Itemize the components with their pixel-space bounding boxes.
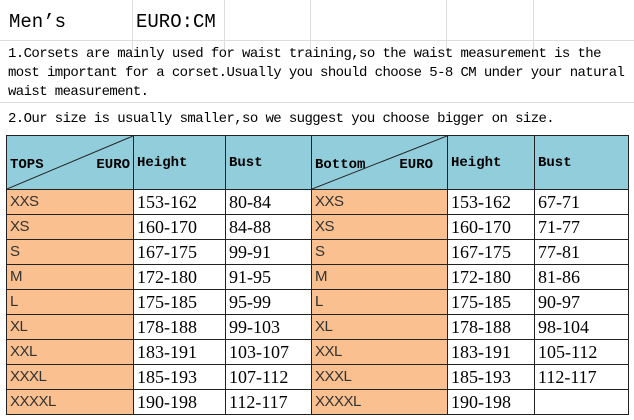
- tops-bust-cell: 107-112: [225, 364, 312, 390]
- bottom-bust-cell: 71-77: [534, 214, 629, 240]
- tops-bust-cell: 95-99: [225, 289, 312, 315]
- table-row: L 175-185 95-99 L 175-185 90-97: [6, 289, 629, 315]
- table-row: S 167-175 99-91 S 167-175 77-81: [6, 239, 629, 265]
- bottom-height-cell: 175-185: [447, 289, 535, 315]
- tops-height-cell: 178-188: [133, 314, 226, 340]
- size-cell: L: [6, 289, 134, 315]
- bottom-bust-cell: 105-112: [534, 339, 629, 365]
- bottom-height-cell: 185-193: [447, 364, 535, 390]
- bottom-size-cell: XXXL: [311, 364, 448, 390]
- header-bottom-euro: Bottom EURO: [311, 135, 448, 190]
- bottom-height-cell: 178-188: [447, 314, 535, 340]
- bottom-bust-cell: 90-97: [534, 289, 629, 315]
- bottom-height-cell: 190-198: [447, 389, 535, 415]
- tops-height-cell: 175-185: [133, 289, 226, 315]
- header-bust: Bust: [534, 135, 629, 190]
- size-cell: XS: [6, 214, 134, 240]
- tops-height-cell: 167-175: [133, 239, 226, 265]
- header-height: Height: [447, 135, 535, 190]
- bottom-bust-cell: 81-86: [534, 264, 629, 290]
- size-chart-table: TOPS EURO Height Bust Bottom EURO Height B…: [6, 135, 629, 415]
- tops-height-cell: 185-193: [133, 364, 226, 390]
- bottom-height-cell: 172-180: [447, 264, 535, 290]
- header-row: TOPS EURO Height Bust Bottom EURO Height B…: [6, 135, 629, 190]
- tops-height-cell: 183-191: [133, 339, 226, 365]
- bottom-height-cell: 160-170: [447, 214, 535, 240]
- bottom-size-cell: XXS: [311, 189, 448, 215]
- title-row: Men’s EURO:CM: [6, 0, 634, 50]
- divider: [0, 40, 634, 41]
- note-2: 2.Our size is usually smaller,so we sugg…: [8, 111, 555, 127]
- bottom-size-cell: XL: [311, 314, 448, 340]
- bottom-bust-cell: [534, 389, 629, 415]
- tops-height-cell: 153-162: [133, 189, 226, 215]
- bottom-height-cell: 153-162: [447, 189, 535, 215]
- bottom-bust-cell: 112-117: [534, 364, 629, 390]
- table-row: XL 178-188 99-103 XL 178-188 98-104: [6, 314, 629, 340]
- table-row: XS 160-170 84-88 XS 160-170 71-77: [6, 214, 629, 240]
- table-row: M 172-180 91-95 M 172-180 81-86: [6, 264, 629, 290]
- bottom-height-cell: 183-191: [447, 339, 535, 365]
- note-1: 1.Corsets are mainly used for waist trai…: [8, 46, 633, 100]
- table-row: XXS 153-162 80-84 XXS 153-162 67-71: [6, 189, 629, 215]
- tops-height-cell: 172-180: [133, 264, 226, 290]
- tops-height-cell: 160-170: [133, 214, 226, 240]
- bottom-bust-cell: 77-81: [534, 239, 629, 265]
- bottom-size-cell: M: [311, 264, 448, 290]
- tops-bust-cell: 112-117: [225, 389, 312, 415]
- table-row: XXL 183-191 103-107 XXL 183-191 105-112: [6, 339, 629, 365]
- bottom-size-cell: S: [311, 239, 448, 265]
- header-tops-euro: TOPS EURO: [6, 135, 134, 190]
- tops-bust-cell: 80-84: [225, 189, 312, 215]
- size-cell: XXXL: [6, 364, 134, 390]
- bottom-bust-cell: 98-104: [534, 314, 629, 340]
- size-cell: XL: [6, 314, 134, 340]
- bottom-bust-cell: 67-71: [534, 189, 629, 215]
- table-row: XXXL 185-193 107-112 XXXL 185-193 112-117: [6, 364, 629, 390]
- tops-bust-cell: 99-91: [225, 239, 312, 265]
- size-cell: XXXXL: [6, 389, 134, 415]
- title-mens: Men’s: [9, 11, 67, 33]
- size-cell: XXS: [6, 189, 134, 215]
- bottom-size-cell: XXL: [311, 339, 448, 365]
- bottom-size-cell: XXXXL: [311, 389, 448, 415]
- bottom-size-cell: L: [311, 289, 448, 315]
- bottom-height-cell: 167-175: [447, 239, 535, 265]
- title-unit: EURO:CM: [136, 11, 216, 33]
- tops-bust-cell: 99-103: [225, 314, 312, 340]
- size-cell: XXL: [6, 339, 134, 365]
- size-cell: S: [6, 239, 134, 265]
- divider: [0, 102, 634, 103]
- tops-bust-cell: 103-107: [225, 339, 312, 365]
- bottom-size-cell: XS: [311, 214, 448, 240]
- tops-bust-cell: 91-95: [225, 264, 312, 290]
- tops-height-cell: 190-198: [133, 389, 226, 415]
- tops-bust-cell: 84-88: [225, 214, 312, 240]
- table-row: XXXXL 190-198 112-117 XXXXL 190-198: [6, 389, 629, 415]
- size-cell: M: [6, 264, 134, 290]
- header-height: Height: [133, 135, 226, 190]
- header-bust: Bust: [225, 135, 312, 190]
